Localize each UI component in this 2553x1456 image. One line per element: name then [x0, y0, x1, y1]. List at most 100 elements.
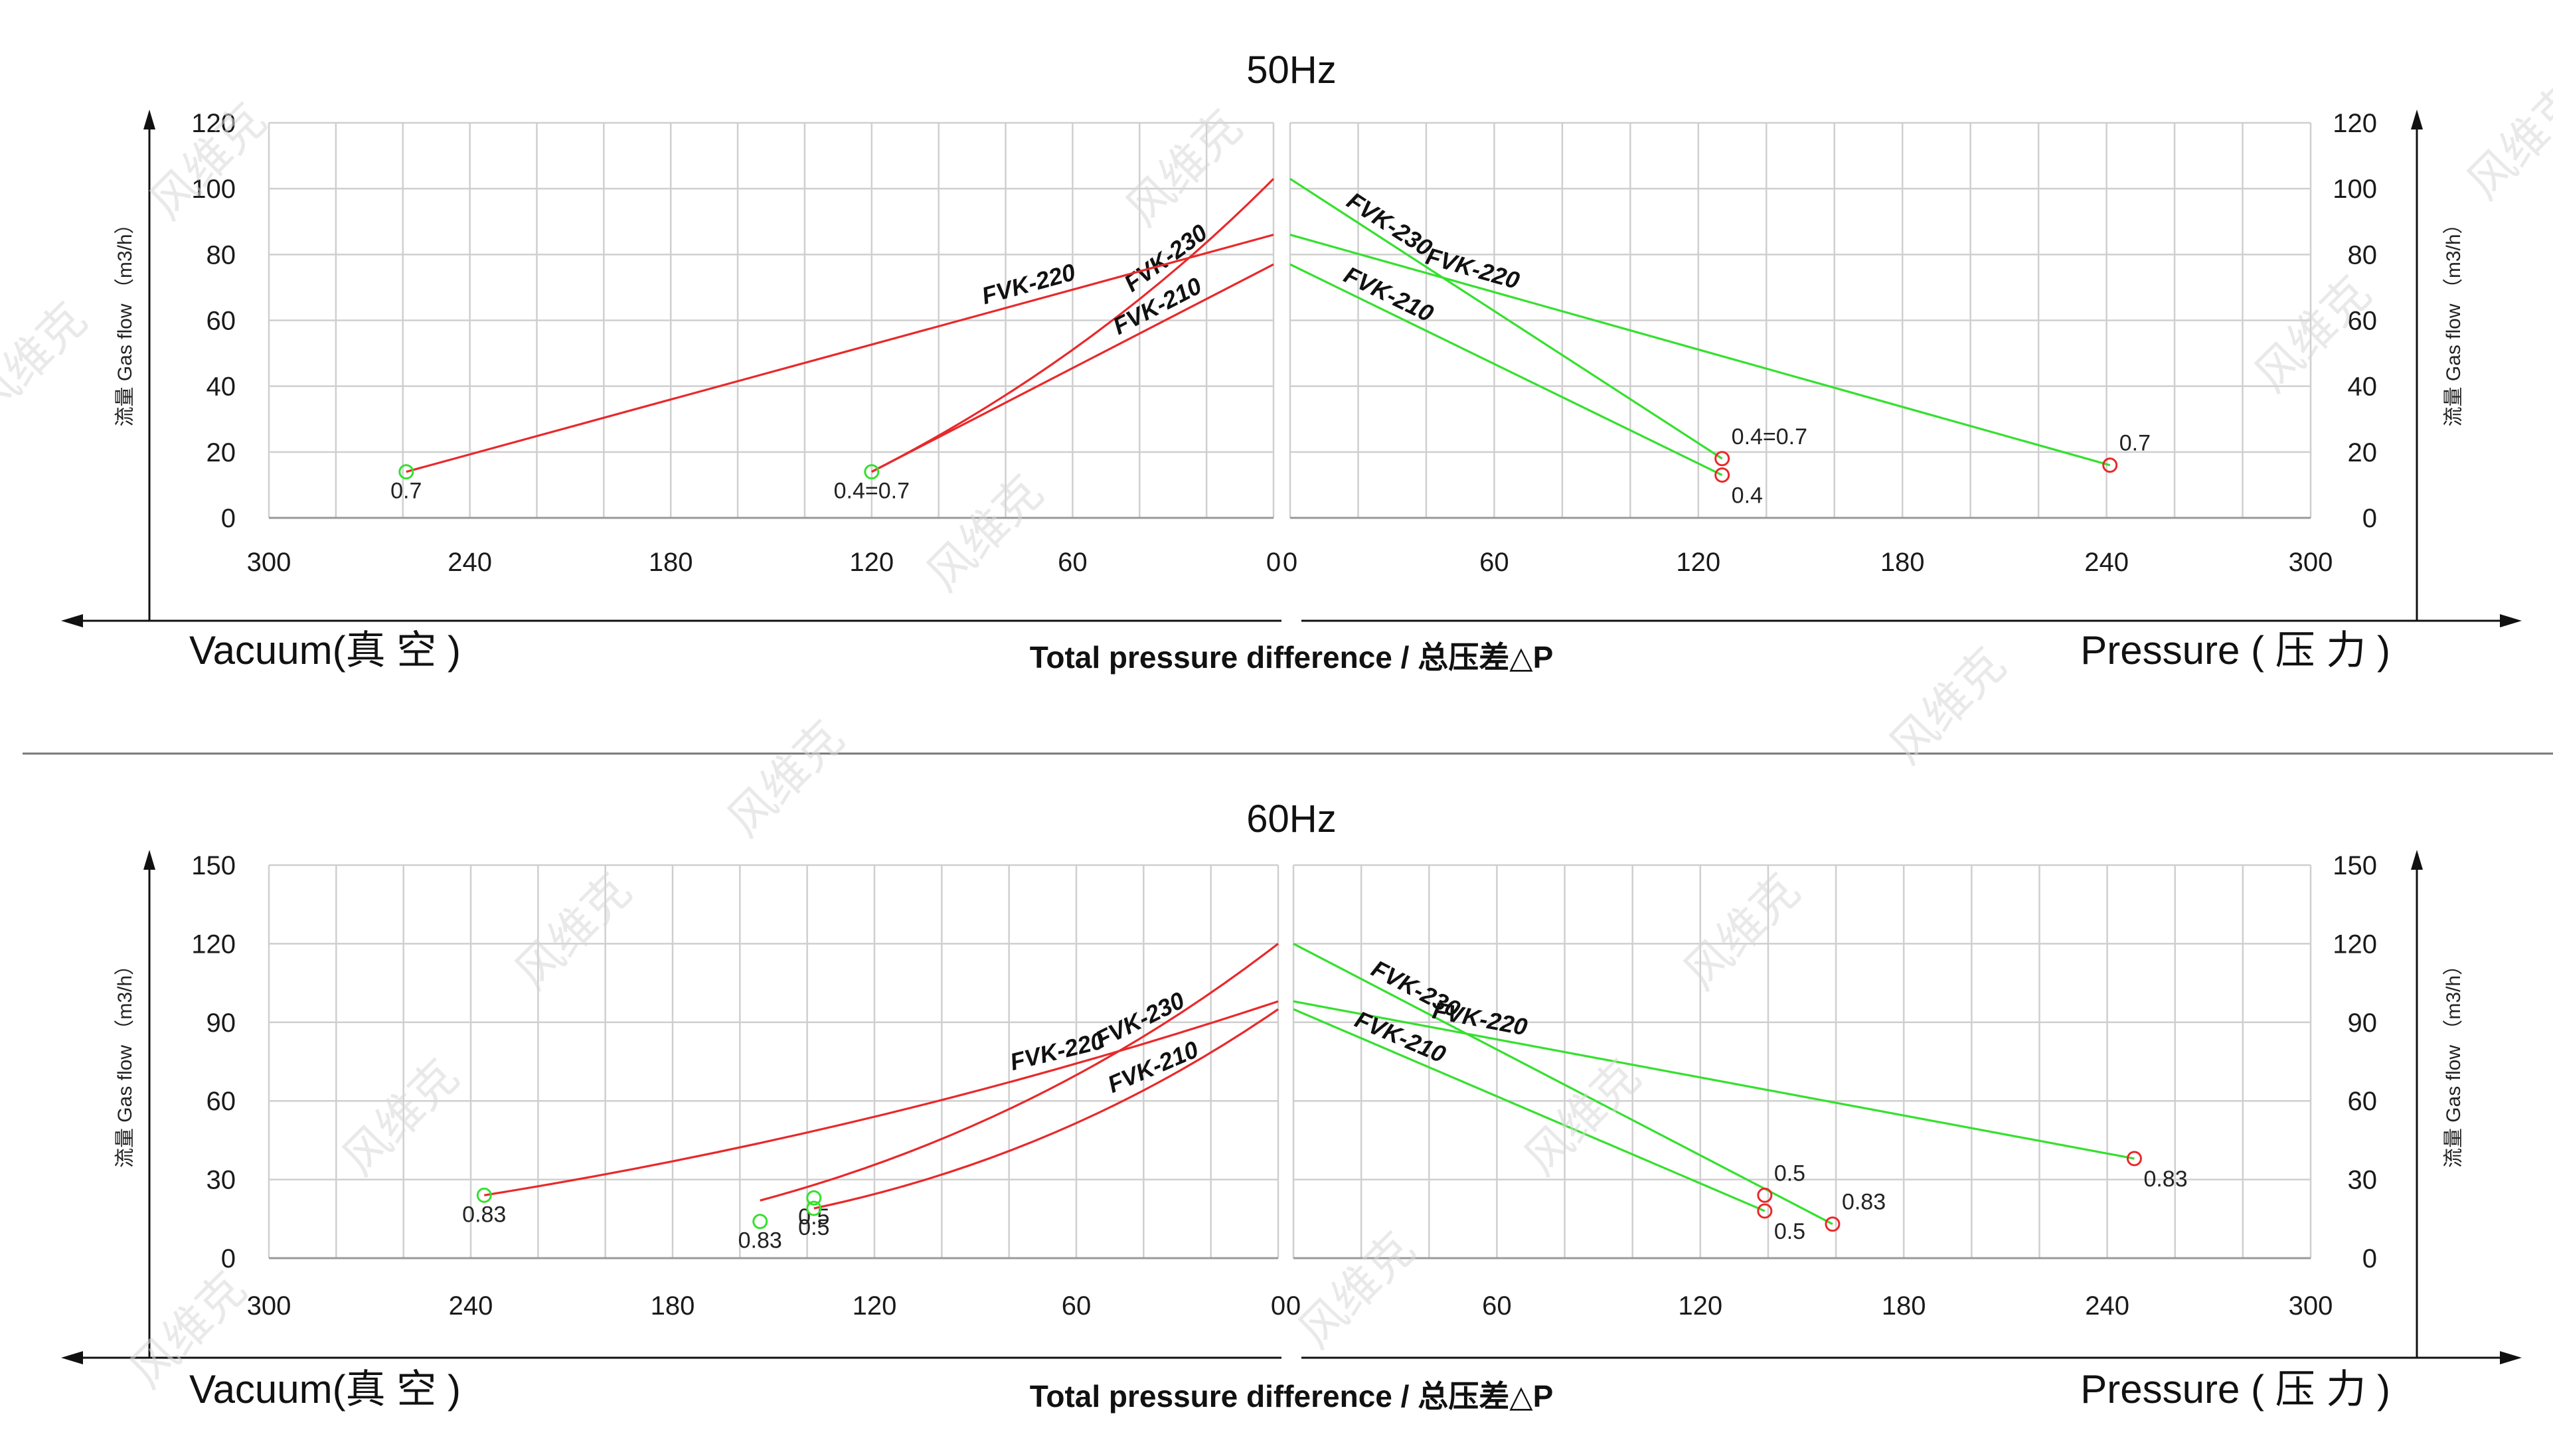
left-y-axis-arrow [143, 110, 155, 129]
chart-60hz: 60Hz 0 0 30 30 60 60 90 90 120 120 150 150 300 240 180 1… [61, 797, 2522, 1414]
y-tick-label-right: 30 [2348, 1166, 2378, 1195]
left-endpoint-marker [806, 1200, 822, 1216]
chart-title: 50Hz [1246, 48, 1336, 92]
left-endpoint-label: 0.7 [390, 479, 422, 504]
y-tick-label-right: 60 [2348, 1087, 2378, 1116]
x-tick-label-pressure: 0 [1283, 548, 1297, 577]
x-tick-label-pressure: 180 [1880, 548, 1925, 577]
x-tick-label-pressure: 300 [2289, 1291, 2333, 1321]
right-endpoint-marker [1757, 1187, 1773, 1203]
y-tick-label-right: 120 [2333, 930, 2377, 959]
x-tick-label-vacuum: 120 [849, 548, 894, 577]
x-tick-label-vacuum: 240 [449, 1291, 493, 1321]
right-endpoint-label: 0.7 [2119, 431, 2151, 456]
y-tick-label-left: 20 [206, 438, 236, 467]
right-endpoint-marker [2102, 457, 2118, 473]
y-tick-label-right: 80 [2348, 240, 2378, 270]
x-tick-label-vacuum: 180 [651, 1291, 695, 1321]
vacuum-label: Vacuum(真 空 ) [189, 1367, 461, 1412]
y-axis-label-right: 流量 Gas flow （m3/h） [2443, 214, 2465, 426]
right-curve-fvk-220 [1289, 234, 2111, 467]
y-tick-label-left: 90 [206, 1009, 236, 1038]
y-tick-label-left: 80 [206, 240, 236, 270]
grid [268, 864, 2312, 1259]
pressure-axis-arrow [2500, 614, 2522, 627]
x-tick-label-pressure: 300 [2289, 548, 2333, 577]
right-endpoint-label: 0.83 [2143, 1167, 2187, 1192]
pressure-label: Pressure ( 压 力 ) [2080, 628, 2390, 673]
right-curve-fvk-210 [1293, 1008, 1766, 1212]
left-curve-fvk-210 [871, 263, 1274, 473]
right-endpoint-marker [2126, 1151, 2142, 1167]
left-endpoint-label: 0.83 [738, 1228, 782, 1254]
right-endpoint-marker [1757, 1203, 1773, 1219]
right-endpoint-label: 0.4 [1732, 483, 1763, 509]
y-axis-label-left: 流量 Gas flow （m3/h） [114, 955, 136, 1168]
vacuum-label: Vacuum(真 空 ) [189, 628, 461, 673]
right-curve-fvk-210 [1289, 263, 1723, 476]
y-tick-label-right: 120 [2333, 109, 2377, 138]
y-tick-label-right: 150 [2333, 851, 2377, 880]
right-endpoint-label: 0.4=0.7 [1732, 424, 1807, 449]
x-tick-label-pressure: 120 [1678, 1291, 1722, 1321]
y-tick-label-right: 90 [2348, 1009, 2378, 1038]
y-tick-label-left: 100 [191, 175, 236, 204]
left-endpoint-marker [398, 464, 414, 480]
right-endpoint-marker [1714, 467, 1730, 483]
right-curve-fvk-230 [1293, 942, 1833, 1226]
right-endpoint-marker [1825, 1216, 1841, 1232]
y-tick-label-left: 0 [221, 504, 236, 533]
left-curve-fvk-210 [813, 1008, 1279, 1210]
y-tick-label-right: 0 [2362, 1244, 2377, 1273]
grid [268, 121, 2312, 519]
right-endpoint-label: 0.5 [1774, 1219, 1805, 1244]
y-tick-label-right: 40 [2348, 372, 2378, 402]
left-curve-fvk-230 [871, 178, 1275, 473]
y-axis-label-left: 流量 Gas flow （m3/h） [114, 214, 136, 426]
left-endpoint-label: 0.5 [798, 1215, 829, 1240]
x-tick-label-pressure: 60 [1479, 548, 1509, 577]
right-y-axis-arrow [2411, 850, 2423, 870]
y-tick-label-left: 60 [206, 307, 236, 336]
x-tick-label-vacuum: 300 [247, 1291, 291, 1321]
x-tick-label-pressure: 240 [2085, 1291, 2129, 1321]
vacuum-axis-arrow [61, 1351, 83, 1364]
x-tick-label-pressure: 180 [1882, 1291, 1926, 1321]
x-tick-label-pressure: 60 [1482, 1291, 1512, 1321]
x-tick-label-vacuum: 60 [1058, 548, 1088, 577]
right-endpoint-label: 0.5 [1774, 1161, 1805, 1186]
x-tick-label-vacuum: 240 [448, 548, 492, 577]
left-endpoint-label: 0.83 [462, 1202, 506, 1227]
x-tick-label-vacuum: 0 [1266, 548, 1281, 577]
x-tick-label-pressure: 240 [2084, 548, 2129, 577]
pressure-axis-arrow [2500, 1351, 2522, 1364]
y-tick-label-left: 120 [191, 930, 236, 959]
x-tick-label-vacuum: 60 [1062, 1291, 1092, 1321]
y-tick-label-right: 100 [2333, 175, 2377, 204]
left-curve-fvk-220 [406, 234, 1274, 473]
y-tick-label-left: 120 [191, 109, 236, 138]
x-tick-label-pressure: 120 [1676, 548, 1720, 577]
left-y-axis-arrow [143, 850, 155, 870]
right-y-axis-arrow [2411, 110, 2423, 129]
pressure-difference-label: Total pressure difference / 总压差△P [1030, 1379, 1554, 1414]
right-curve-fvk-230 [1289, 177, 1723, 460]
y-tick-label-left: 40 [206, 372, 236, 402]
left-curve-fvk-220 [484, 1000, 1279, 1196]
left-endpoint-marker [476, 1187, 492, 1203]
x-tick-label-vacuum: 180 [649, 548, 693, 577]
right-endpoint-label: 0.83 [1842, 1190, 1886, 1215]
vacuum-axis-arrow [61, 614, 83, 627]
left-endpoint-label: 0.5 [798, 1204, 829, 1230]
chart-title: 60Hz [1246, 797, 1336, 841]
y-tick-label-left: 150 [191, 851, 236, 880]
y-tick-label-left: 0 [221, 1244, 236, 1273]
y-axis-label-right: 流量 Gas flow （m3/h） [2443, 955, 2465, 1168]
left-endpoint-marker [864, 464, 880, 480]
y-tick-label-left: 30 [206, 1166, 236, 1195]
right-endpoint-marker [1714, 451, 1730, 467]
x-tick-label-vacuum: 120 [853, 1291, 897, 1321]
